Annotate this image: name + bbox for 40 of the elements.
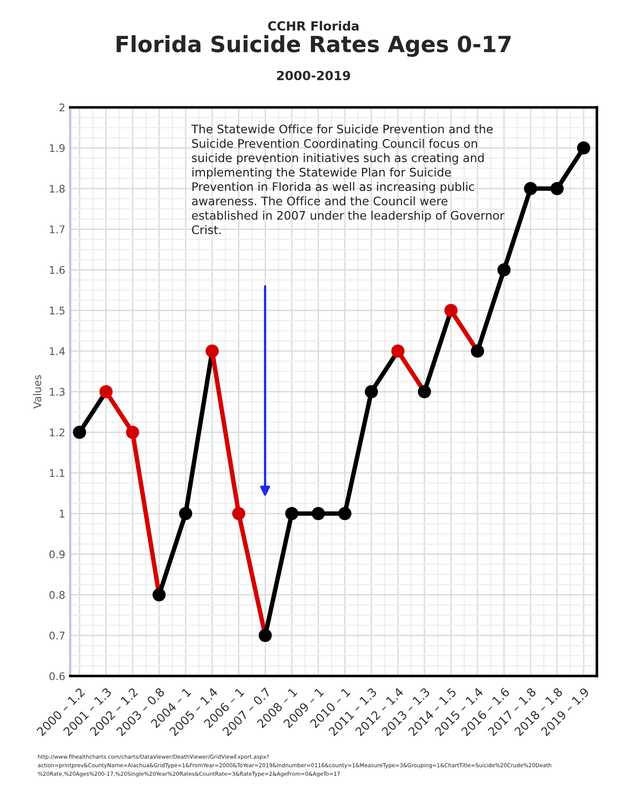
- point: [524, 182, 538, 196]
- point: [179, 506, 192, 520]
- point: [364, 385, 378, 398]
- point: [470, 344, 484, 358]
- point: [391, 344, 404, 358]
- y-tick-label: 1.6: [50, 266, 65, 274]
- point: [418, 385, 432, 398]
- y-tick-label: 1.1: [50, 469, 64, 477]
- point: [312, 506, 325, 520]
- point: [444, 304, 458, 318]
- y-tick-label: 0.8: [49, 591, 65, 599]
- y-tick-label: 0.7: [49, 632, 64, 640]
- y-tick-label: 1.2: [50, 428, 64, 436]
- y-tick-label: 1.7: [50, 226, 64, 234]
- y-tick-label: 0.9: [49, 550, 65, 558]
- y-tick-label: 1.8: [50, 184, 65, 193]
- point: [152, 588, 166, 602]
- point: [232, 506, 246, 520]
- point: [99, 385, 113, 398]
- chart-subtitle: 2000-2019: [277, 70, 350, 80]
- point: [338, 506, 352, 520]
- point: [285, 506, 298, 520]
- y-tick-label: 1: [60, 510, 64, 518]
- point: [72, 426, 86, 439]
- y-tick-label: 2: [60, 104, 64, 112]
- annotation: The Statewide Office for Suicide Prevention and the Suicide Prevention Coordinating Council focus on suicide prevention initiatives such as creating and implementing the Statewide Plan for Suicide Prevention in Florida as well as increasing public awareness. The Office and the Council were established in 2007 under the leadership of Governor Crist.: [191, 124, 504, 234]
- point: [550, 182, 564, 196]
- point: [258, 628, 272, 642]
- point: [206, 344, 219, 358]
- y-tick-label: 0.6: [49, 672, 65, 680]
- y-axis-title: Values: [33, 375, 42, 409]
- y-tick-label: 1.9: [50, 144, 65, 152]
- text: CCHR Florida: [268, 20, 359, 31]
- chart-title: Florida Suicide Rates Ages 0-17: [116, 35, 511, 57]
- y-tick-label: 1.5: [50, 306, 64, 315]
- y-tick-label: 1.4: [50, 347, 65, 356]
- point: [497, 263, 511, 276]
- point: [126, 426, 140, 439]
- y-tick-label: 1.3: [50, 388, 65, 396]
- point: [577, 141, 590, 155]
